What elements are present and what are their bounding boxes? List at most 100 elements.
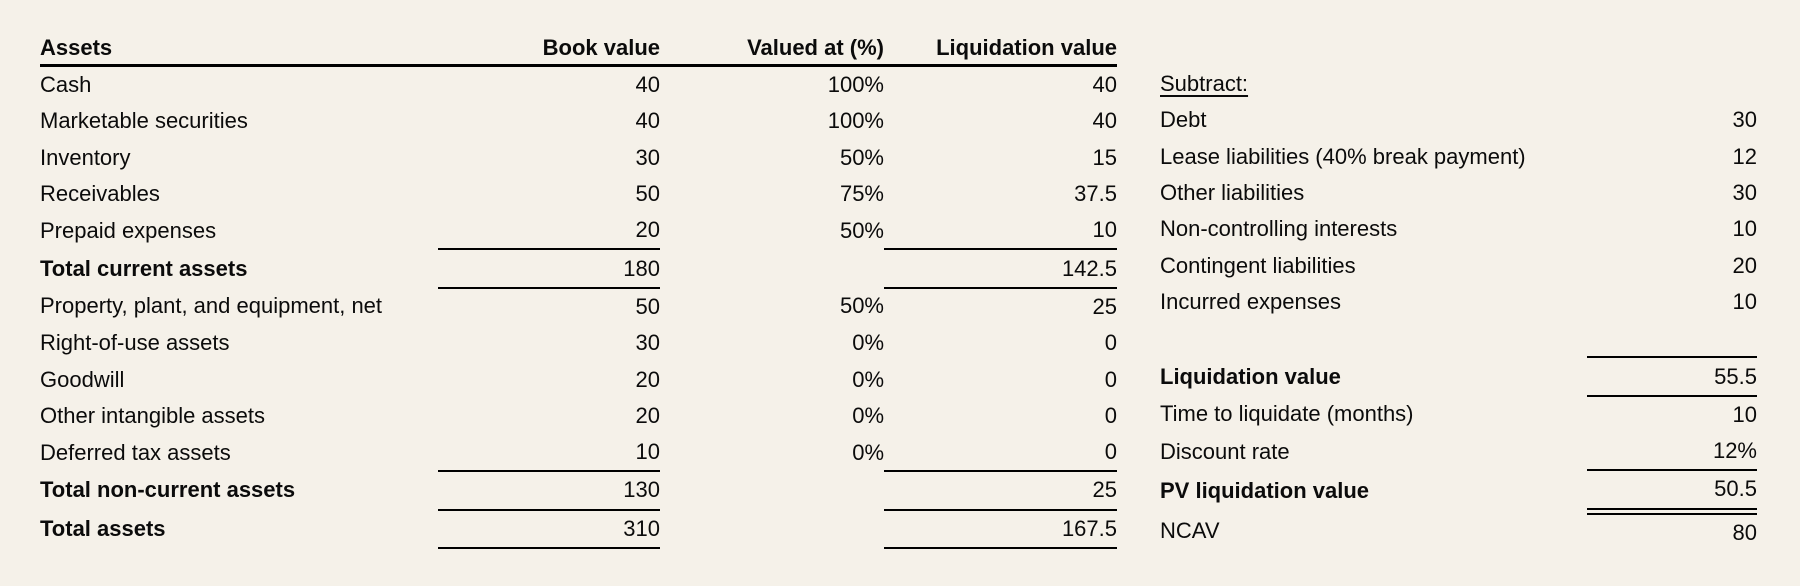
book-value-cell: 20 (438, 212, 660, 251)
assets-header: Assets (40, 32, 438, 67)
liquidation-value-cell: 0 (1104, 402, 1117, 428)
table-row-total: Total current assets 180 142.5 (40, 249, 1117, 289)
valued-at-cell (660, 510, 884, 548)
asset-label: Deferred tax assets (40, 439, 231, 465)
table-row: Property, plant, and equipment, net 50 5… (40, 288, 1117, 325)
subtract-title-text: Subtract: (1160, 71, 1249, 97)
book-value-cell: 20 (635, 402, 660, 428)
value-cell: 20 (1732, 252, 1757, 278)
table-row-total: Total non-current assets 130 25 (40, 471, 1117, 511)
book-value-cell: 40 (635, 108, 660, 134)
table-row: Inventory 30 50% 15 (40, 140, 1117, 176)
liquidation-value-cell: 25 (1092, 293, 1117, 319)
value-cell: 55.5 (1587, 357, 1757, 397)
table-row: Debt 30 (1160, 102, 1757, 138)
table-row: Prepaid expenses 20 50% 10 (40, 212, 1117, 251)
value-cell: 80 (1732, 519, 1757, 545)
book-value-cell: 50 (635, 293, 660, 319)
liquidation-value-cell: 25 (884, 471, 1117, 511)
table-row-spacer (1160, 320, 1757, 359)
valued-at-cell: 50% (839, 144, 884, 170)
table-row: Other liabilities 30 (1160, 175, 1757, 211)
book-value-cell: 30 (635, 330, 660, 356)
valued-at-cell: 100% (827, 72, 884, 98)
book-value-cell: 130 (438, 471, 660, 511)
summary-label: PV liquidation value (1160, 477, 1370, 503)
asset-label: Prepaid expenses (40, 217, 217, 243)
valued-at-cell: 100% (827, 108, 884, 134)
liability-label: Lease liabilities (40% break payment) (1160, 143, 1526, 169)
book-value-cell: 10 (438, 433, 660, 473)
liquidation-value-cell: 40 (1092, 72, 1117, 98)
valued-at-cell (660, 249, 884, 287)
liquidation-value-cell: 0 (1104, 330, 1117, 356)
book-value-cell: 50 (635, 181, 660, 207)
valued-at-cell: 50% (839, 217, 884, 243)
liability-label: Incurred expenses (1160, 288, 1341, 314)
table-row: Cash 40 100% 40 (40, 66, 1117, 104)
asset-label: Total assets (40, 515, 166, 541)
table-row: Deferred tax assets 10 0% 0 (40, 433, 1117, 473)
liquidation-value-cell: 10 (884, 212, 1117, 251)
value-cell: 12% (1587, 432, 1757, 472)
asset-label: Property, plant, and equipment, net (40, 293, 383, 319)
assets-header-row: Assets Book value Valued at (%) Liquidat… (40, 32, 1117, 67)
subtract-table: Subtract: Debt 30 Lease liabilities (40%… (1160, 66, 1757, 551)
book-value-cell: 180 (438, 249, 660, 289)
liquidation-value-cell: 167.5 (884, 509, 1117, 549)
asset-label: Inventory (40, 144, 131, 170)
book-value-cell: 30 (635, 144, 660, 170)
valued-at-cell: 75% (839, 181, 884, 207)
valued-at-cell: 0% (852, 402, 884, 428)
table-row: Other intangible assets 20 0% 0 (40, 398, 1117, 434)
table-row: Incurred expenses 10 (1160, 284, 1757, 320)
valued-at-cell: 0% (852, 366, 884, 392)
table-row: Discount rate 12% (1160, 432, 1757, 472)
table-row: Contingent liabilities 20 (1160, 247, 1757, 283)
value-cell: 10 (1732, 216, 1757, 242)
table-row: Goodwill 20 0% 0 (40, 361, 1117, 397)
liability-label: Other liabilities (1160, 180, 1305, 206)
asset-label: Cash (40, 72, 92, 98)
summary-label: Liquidation value (1160, 363, 1341, 389)
table-row: Marketable securities 40 100% 40 (40, 103, 1117, 139)
summary-label: NCAV (1160, 517, 1220, 543)
assets-table: Assets Book value Valued at (%) Liquidat… (40, 32, 1117, 549)
liability-label: Non-controlling interests (1160, 216, 1398, 242)
value-cell: 10 (1732, 288, 1757, 314)
liquidation-value-cell: 142.5 (884, 249, 1117, 289)
asset-label: Right-of-use assets (40, 330, 230, 356)
value-cell: 12 (1732, 143, 1757, 169)
value-cell: 50.5 (1587, 470, 1757, 515)
book-value-cell: 20 (635, 366, 660, 392)
summary-label: Discount rate (1160, 438, 1290, 464)
summary-label: Time to liquidate (months) (1160, 401, 1414, 427)
table-row-total: Liquidation value 55.5 (1160, 357, 1757, 397)
value-cell: 30 (1732, 107, 1757, 133)
asset-label: Goodwill (40, 366, 125, 392)
table-row: Non-controlling interests 10 (1160, 211, 1757, 247)
table-row-total: Total assets 310 167.5 (40, 509, 1117, 549)
asset-label: Total non-current assets (40, 477, 296, 503)
valued-at-cell: 0% (852, 330, 884, 356)
table-row: Subtract: (1160, 66, 1757, 102)
asset-label: Marketable securities (40, 108, 248, 134)
table-row: Time to liquidate (months) 10 (1160, 396, 1757, 433)
valued-at-cell: 50% (839, 293, 884, 319)
book-value-header: Book value (438, 32, 660, 67)
book-value-cell: 40 (635, 72, 660, 98)
table-row: Receivables 50 75% 37.5 (40, 176, 1117, 212)
table-row: Lease liabilities (40% break payment) 12 (1160, 139, 1757, 175)
valued-at-header: Valued at (%) (660, 32, 884, 67)
valued-at-cell: 0% (852, 439, 884, 465)
liability-label: Contingent liabilities (1160, 252, 1356, 278)
asset-label: Total current assets (40, 255, 248, 281)
liquidation-value-cell: 37.5 (1074, 181, 1117, 207)
book-value-cell: 310 (438, 509, 660, 549)
blank-cell (1160, 320, 1587, 357)
liquidation-value-header: Liquidation value (884, 32, 1117, 67)
liquidation-value-cell: 15 (1092, 144, 1117, 170)
liquidation-value-cell: 0 (1104, 366, 1117, 392)
value-cell (1587, 66, 1757, 102)
